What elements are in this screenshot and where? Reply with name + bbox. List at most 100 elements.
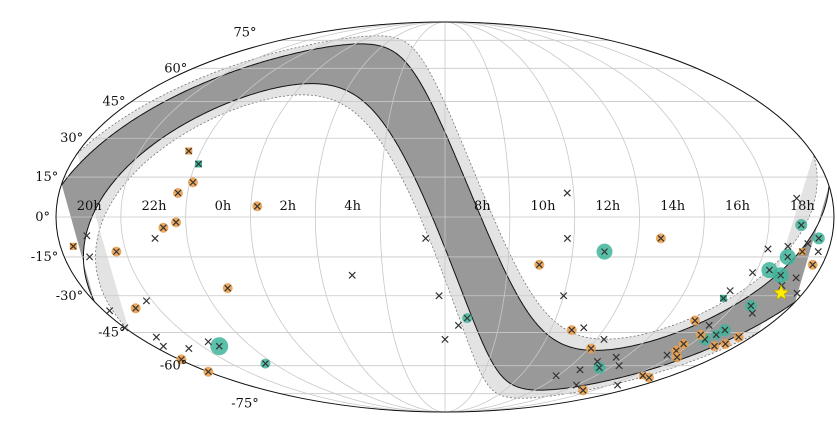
- data-point-orange-circle-cross: [252, 201, 263, 212]
- band-inner-edge: [82, 83, 796, 391]
- data-point-cross: [422, 234, 430, 242]
- band-inner-edge: [61, 43, 830, 351]
- data-point-cross: [764, 245, 772, 253]
- data-point-teal-circle-cross: [462, 313, 473, 324]
- ra-tick-label: 4h: [344, 199, 361, 214]
- data-point-cross: [121, 324, 129, 332]
- data-point-cross: [784, 242, 792, 250]
- band-outer-edge: [95, 94, 760, 399]
- lat-tick-label: 30°: [60, 131, 83, 146]
- data-point-orange-circle-cross: [695, 329, 706, 340]
- lat-tick-label: 0°: [35, 210, 50, 225]
- data-point-orange-circle-cross: [644, 372, 655, 383]
- data-point-orange-circle-cross: [222, 283, 233, 294]
- data-point-cross: [85, 253, 94, 261]
- data-point-orange-square-cross: [69, 242, 77, 250]
- data-point-teal-circle-cross: [210, 337, 229, 356]
- data-point-orange-square-cross: [798, 248, 806, 256]
- data-point-orange-circle-cross: [655, 233, 666, 244]
- data-point-orange-circle-cross: [720, 338, 731, 349]
- data-point-orange-circle-cross: [130, 303, 141, 314]
- data-point-teal-circle-cross: [779, 248, 796, 265]
- lat-tick-label: 15°: [35, 170, 58, 185]
- data-point-cross: [593, 357, 602, 366]
- map-outline: [55, 21, 835, 413]
- lat-tick-label: -15°: [31, 250, 58, 265]
- data-point-cross: [348, 271, 356, 279]
- lat-tick-label: 75°: [233, 25, 256, 40]
- data-point-orange-circle-cross: [176, 354, 187, 365]
- lat-tick-label: -60°: [160, 359, 187, 374]
- data-point-teal-circle-cross: [744, 299, 757, 312]
- data-point-cross: [435, 292, 443, 300]
- ra-tick-label: 18h: [790, 199, 816, 214]
- data-point-cross: [559, 292, 568, 300]
- data-point-teal-circle-cross: [711, 329, 722, 340]
- data-point-orange-circle-cross: [171, 217, 182, 228]
- ra-tick-label: 0h: [215, 199, 232, 214]
- ra-tick-label: 8h: [474, 199, 491, 214]
- data-point-cross: [576, 366, 584, 374]
- tick-labels-layer: 75° 60° 45° 30° 15° 0° -15° -30° -45° -60° -75° 4h 2…: [31, 25, 816, 411]
- data-point-orange-circle-cross: [733, 332, 744, 343]
- data-point-cross: [185, 344, 193, 353]
- data-point-cross: [612, 353, 620, 361]
- data-point-cross: [793, 194, 801, 202]
- ra-tick-label: 2h: [279, 199, 296, 214]
- ra-tick-label: 22h: [142, 199, 168, 214]
- data-point-cross: [615, 362, 623, 370]
- data-point-cross: [793, 289, 801, 297]
- data-point-teal-square-cross: [195, 160, 203, 168]
- data-point-orange-circle-cross: [586, 343, 597, 354]
- galactic-center-star: [772, 284, 790, 301]
- data-point-orange-circle-cross: [672, 352, 683, 363]
- grid-layer: [55, 21, 835, 413]
- data-point-orange-circle-cross: [578, 385, 589, 396]
- data-point-cross: [159, 342, 168, 350]
- data-point-orange-circle-cross: [534, 259, 545, 270]
- data-point-cross: [441, 335, 449, 344]
- data-point-cross: [792, 274, 800, 282]
- data-point-cross: [600, 335, 608, 344]
- data-points-layer: [69, 147, 825, 396]
- data-point-orange-circle-cross: [158, 222, 169, 233]
- data-point-orange-circle-cross: [709, 341, 720, 352]
- data-point-cross: [748, 309, 756, 317]
- data-point-orange-circle-cross: [566, 325, 577, 336]
- data-point-orange-circle-cross: [111, 246, 122, 257]
- data-point-cross: [142, 297, 151, 305]
- data-point-orange-circle-cross: [807, 259, 818, 270]
- data-point-cross: [663, 351, 671, 359]
- data-point-teal-circle-cross: [596, 243, 613, 260]
- lat-tick-label: -75°: [231, 397, 258, 412]
- data-point-cross: [580, 324, 588, 332]
- data-point-teal-circle-cross: [260, 358, 271, 369]
- ra-tick-label: 12h: [595, 199, 621, 214]
- data-point-cross: [204, 338, 212, 346]
- data-point-teal-circle-cross: [772, 267, 789, 284]
- ra-tick-label: 20h: [77, 199, 103, 214]
- data-point-orange-square-cross: [639, 372, 647, 380]
- data-point-orange-square-cross: [185, 147, 193, 155]
- data-point-cross: [804, 240, 812, 248]
- data-point-cross: [572, 381, 581, 389]
- data-point-cross: [748, 269, 757, 277]
- data-point-cross: [151, 234, 159, 242]
- data-point-orange-circle-cross: [187, 177, 198, 188]
- data-point-cross: [778, 281, 786, 290]
- data-point-cross: [152, 333, 161, 341]
- data-point-cross: [83, 232, 91, 240]
- data-point-cross: [454, 321, 463, 329]
- data-point-cross: [613, 381, 622, 389]
- lat-tick-label: 45°: [102, 95, 125, 110]
- lat-tick-label: -45°: [98, 325, 125, 340]
- data-point-orange-circle-cross: [678, 338, 689, 349]
- ra-tick-label: 14h: [660, 199, 686, 214]
- data-point-teal-circle-cross: [812, 232, 825, 245]
- data-point-orange-circle-cross: [172, 187, 183, 198]
- data-point-teal-square-cross: [719, 294, 727, 302]
- data-point-cross: [705, 321, 713, 329]
- data-point-cross: [814, 248, 822, 256]
- data-point-cross: [105, 307, 114, 315]
